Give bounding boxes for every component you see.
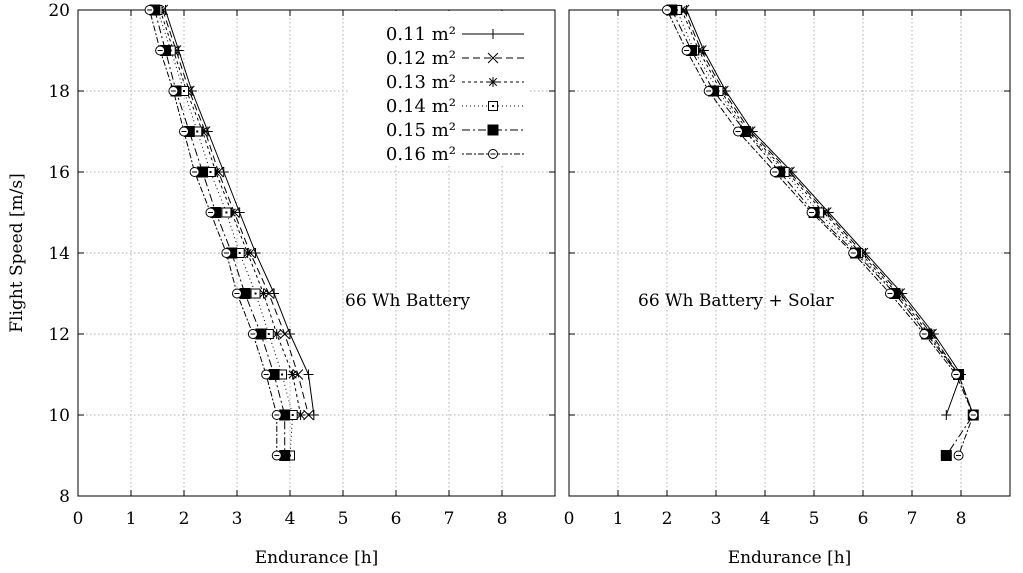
data-point xyxy=(303,369,314,380)
data-point xyxy=(285,329,295,339)
data-point xyxy=(210,167,221,177)
x-tick-label: 1 xyxy=(613,509,624,529)
data-point xyxy=(144,5,155,15)
legend-marker xyxy=(487,52,499,64)
data-point xyxy=(769,167,780,177)
data-point xyxy=(189,167,200,177)
y-tick-label: 10 xyxy=(48,406,70,426)
data-point xyxy=(226,207,237,218)
data-point xyxy=(197,126,208,137)
data-point xyxy=(179,126,189,137)
y-tick-label: 12 xyxy=(48,325,70,345)
series-line xyxy=(154,9,286,456)
y-axis-label: Flight Speed [m/s] xyxy=(7,173,27,333)
data-point xyxy=(279,328,291,340)
y-tick-label: 20 xyxy=(48,1,70,21)
x-tick-label: 0 xyxy=(564,509,575,529)
y-tick-label: 16 xyxy=(48,163,70,183)
data-point xyxy=(250,288,261,299)
data-point xyxy=(884,288,895,299)
legend-marker xyxy=(487,124,499,136)
x-axis-label: Endurance [h] xyxy=(728,548,852,568)
legend-label: 0.14 m² xyxy=(386,96,456,117)
data-point xyxy=(703,86,714,96)
legend: 0.11 m² 0.12 m² 0.13 m² 0.14 m² 0.15 m² 0.16 … xyxy=(350,11,530,165)
data-point xyxy=(848,248,859,258)
data-point xyxy=(258,288,269,299)
x-tick-label: 1 xyxy=(126,509,137,529)
panel-annotation: 66 Wh Battery + Solar xyxy=(638,291,834,311)
data-point xyxy=(221,248,232,258)
x-tick-label: 3 xyxy=(711,509,722,529)
chart-panel-battery-solar: 0 1 2 3 4 5 6 7 8 66 Wh Battery + Solar Enduranc… xyxy=(564,4,1011,568)
data-point xyxy=(968,410,979,420)
data-point xyxy=(941,410,952,420)
data-point xyxy=(681,45,692,56)
y-tick-label: 18 xyxy=(48,82,70,102)
data-point xyxy=(733,126,744,137)
series-line xyxy=(149,9,278,456)
data-point xyxy=(242,248,253,258)
data-point xyxy=(940,450,952,461)
data-point xyxy=(308,410,319,420)
legend-marker xyxy=(488,29,498,39)
legend-label: 0.11 m² xyxy=(386,24,456,45)
x-tick-label: 7 xyxy=(907,509,918,529)
x-tick-label: 8 xyxy=(956,509,967,529)
x-tick-label: 6 xyxy=(391,509,402,529)
x-tick-label: 3 xyxy=(232,509,243,529)
data-point xyxy=(168,86,179,96)
data-point xyxy=(271,450,282,461)
data-point xyxy=(287,369,298,380)
legend-background xyxy=(350,11,530,164)
series-line xyxy=(157,9,294,456)
x-tick-label: 7 xyxy=(444,509,455,529)
legend-label: 0.16 m² xyxy=(386,144,456,165)
legend-label: 0.12 m² xyxy=(386,48,456,69)
y-tick-label: 8 xyxy=(59,487,70,507)
data-point xyxy=(295,410,306,420)
x-tick-label: 0 xyxy=(73,509,84,529)
data-point xyxy=(271,410,282,420)
data-point xyxy=(221,207,232,218)
legend-marker xyxy=(488,101,498,111)
data-point xyxy=(662,5,672,15)
data-point xyxy=(806,207,817,218)
data-point xyxy=(951,369,962,380)
x-axis-label: Endurance [h] xyxy=(255,548,379,568)
y-tick-label: 14 xyxy=(48,244,70,264)
x-tick-label: 4 xyxy=(760,509,771,529)
data-point xyxy=(269,288,280,299)
series-line xyxy=(666,9,974,456)
data-point xyxy=(247,329,258,339)
x-tick-label: 8 xyxy=(497,509,508,529)
data-point xyxy=(205,207,216,218)
data-point xyxy=(919,329,930,339)
legend-marker xyxy=(488,149,498,159)
data-point xyxy=(232,288,242,299)
data-point xyxy=(953,450,964,461)
legend-label: 0.15 m² xyxy=(386,120,456,141)
x-tick-label: 2 xyxy=(662,509,673,529)
legend-label: 0.13 m² xyxy=(386,72,456,93)
series-line xyxy=(681,9,974,416)
data-point xyxy=(261,369,272,380)
data-point xyxy=(155,45,166,56)
x-tick-label: 6 xyxy=(858,509,869,529)
data-point xyxy=(263,288,275,299)
data-point xyxy=(271,329,282,339)
x-tick-label: 5 xyxy=(809,509,820,529)
panel-annotation: 66 Wh Battery xyxy=(345,291,470,311)
series-line xyxy=(671,9,974,456)
legend-marker xyxy=(488,77,498,87)
data-point xyxy=(292,369,304,380)
x-tick-label: 4 xyxy=(285,509,296,529)
x-tick-label: 5 xyxy=(338,509,349,529)
data-point xyxy=(303,409,314,421)
x-tick-label: 2 xyxy=(179,509,190,529)
